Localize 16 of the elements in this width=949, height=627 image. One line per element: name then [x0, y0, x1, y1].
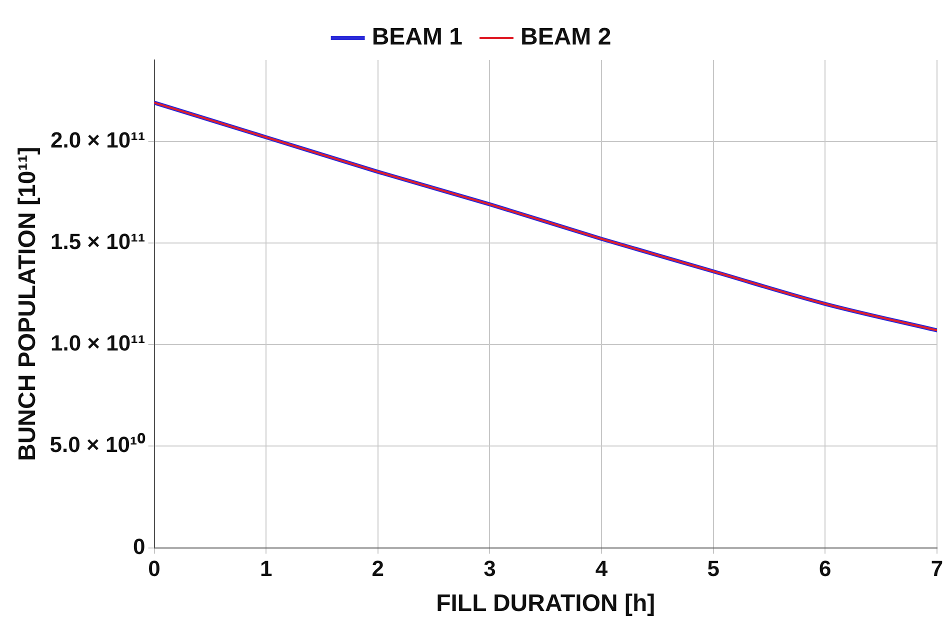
x-tick-label: 5	[707, 556, 720, 582]
y-tick-label: 0	[133, 534, 146, 559]
y-tick-label: 1.5 × 10¹¹	[50, 228, 146, 254]
x-axis-title: FILL DURATION [h]	[436, 590, 656, 618]
x-tick-label: 7	[930, 556, 944, 582]
legend-label: BEAM 2	[520, 24, 612, 51]
y-tick-label: 5.0 × 10¹⁰	[50, 432, 146, 458]
x-tick-label: 4	[595, 556, 608, 582]
y-tick-label: 2.0 × 10¹¹	[50, 127, 146, 152]
x-tick-label: 2	[372, 556, 384, 582]
x-tick-label: 1	[260, 556, 272, 582]
x-tick-label: 6	[819, 556, 832, 582]
x-tick-label: 3	[484, 556, 496, 582]
y-axis-title: BUNCH POPULATION [10¹¹]	[14, 146, 42, 462]
y-tick-label: 1.0 × 10¹¹	[50, 330, 146, 356]
legend-label: BEAM 1	[372, 24, 463, 51]
